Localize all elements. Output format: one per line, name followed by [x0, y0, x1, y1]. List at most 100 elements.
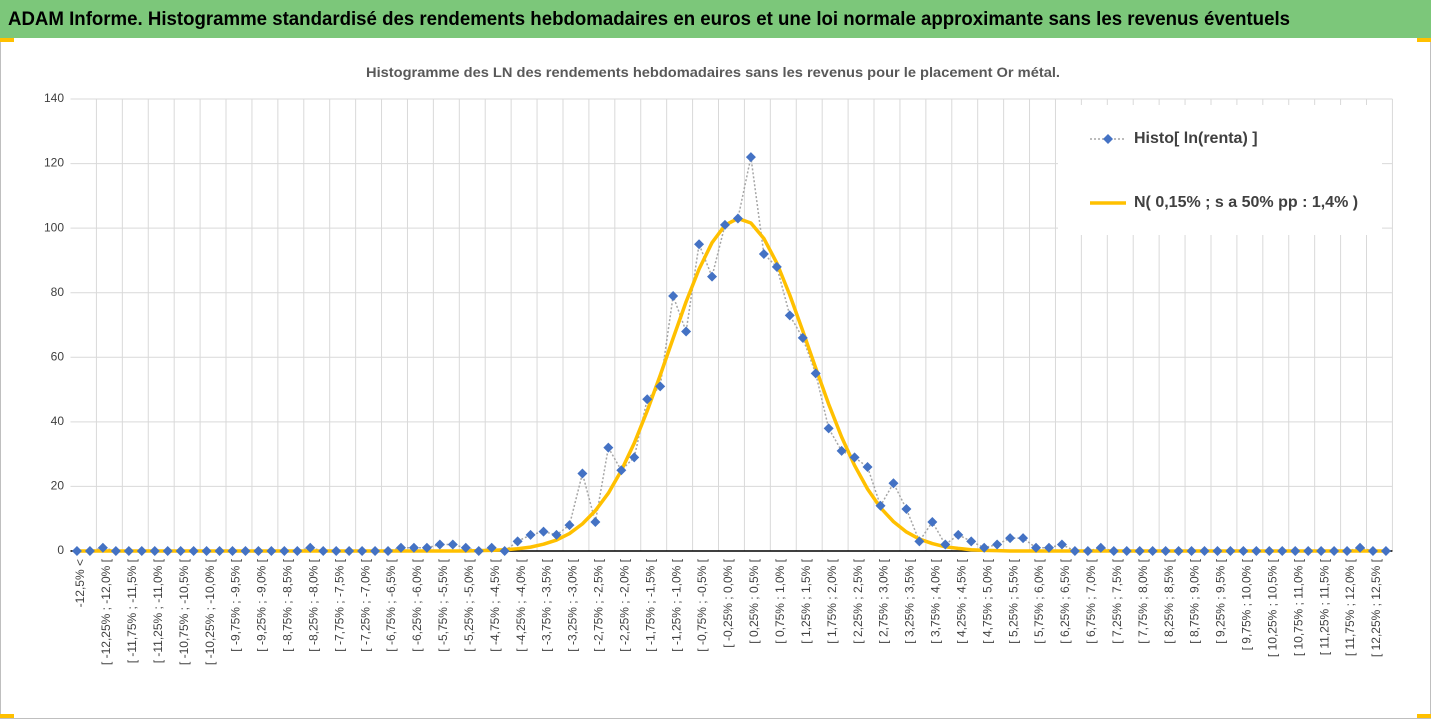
histo-point — [305, 542, 316, 553]
histo-point — [1069, 546, 1080, 556]
x-tick-label: [ -9,75% ; -9,5% [ — [229, 558, 243, 651]
x-tick-label: [ -0,75% ; -0,5% [ — [695, 558, 709, 651]
legend-label: N( 0,15% ; s a 50% pp : 1,4% ) — [1134, 194, 1358, 211]
histo-point — [862, 462, 873, 473]
histo-point — [1329, 546, 1340, 556]
x-tick-label: [ 6,25% ; 6,5% [ — [1058, 558, 1072, 643]
header-bar — [0, 0, 1431, 38]
histo-point — [149, 546, 160, 556]
histo-point — [408, 542, 419, 553]
histo-point — [940, 539, 951, 550]
histo-point — [447, 539, 458, 550]
histo-point — [694, 239, 705, 250]
x-tick-label: [ -7,75% ; -7,5% [ — [332, 558, 346, 651]
x-tick-label: [ -3,75% ; -3,5% [ — [540, 558, 554, 651]
histo-point — [292, 546, 303, 556]
histo-point — [849, 452, 860, 463]
x-tick-label: [ -3,25% ; -3,0% [ — [566, 558, 580, 651]
y-tick-label: 120 — [44, 156, 64, 170]
x-tick-label: [ -9,25% ; -9,0% [ — [255, 558, 269, 651]
histo-point — [110, 546, 121, 556]
legend-marker — [1103, 134, 1113, 144]
histo-point — [370, 546, 381, 556]
x-tick-label: -12,5% < — [73, 559, 87, 607]
histo-point — [123, 546, 134, 556]
y-tick-label: 60 — [51, 349, 65, 363]
x-tick-label: [ 9,25% ; 9,5% [ — [1214, 558, 1228, 643]
x-tick-label: [ -5,75% ; -5,5% [ — [436, 558, 450, 651]
x-tick-label: [ 4,75% ; 5,0% [ — [980, 558, 994, 643]
histo-point — [227, 546, 238, 556]
histo-point — [253, 546, 264, 556]
x-tick-label: [ -10,75% ; -10,5% [ — [177, 558, 191, 665]
histo-point — [823, 423, 834, 434]
histo-point — [1199, 546, 1210, 556]
histo-point — [771, 261, 782, 272]
x-tick-label: [ 12,25% ; 12,5% [ — [1369, 558, 1383, 657]
histo-point — [344, 546, 355, 556]
legend-label: Histo[ ln(renta) ] — [1134, 130, 1258, 147]
x-tick-label: [ -7,25% ; -7,0% [ — [358, 558, 372, 651]
x-tick-label: [ -11,75% ; -11,5% [ — [125, 558, 139, 663]
histo-point — [1031, 542, 1042, 553]
chart-title: Histogramme des LN des rendements hebdom… — [366, 64, 1060, 80]
histo-point — [1238, 546, 1249, 556]
histo-point — [668, 290, 679, 301]
histo-point — [266, 546, 277, 556]
histo-point — [499, 546, 510, 556]
x-tick-label: [ 1,25% ; 1,5% [ — [799, 558, 813, 643]
histo-point — [1134, 546, 1145, 556]
histo-point — [784, 310, 795, 321]
histo-point — [655, 381, 666, 392]
x-tick-label: [ -1,75% ; -1,5% [ — [643, 558, 657, 651]
x-tick-label: [ -10,25% ; -10,0% [ — [203, 558, 217, 665]
histo-point — [888, 478, 899, 489]
histo-point — [1264, 546, 1275, 556]
histo-point — [460, 542, 471, 553]
x-tick-label: [ 2,25% ; 2,5% [ — [851, 558, 865, 643]
x-tick-label: [ 5,25% ; 5,5% [ — [1006, 558, 1020, 643]
histo-point — [979, 542, 990, 553]
x-tick-label: [ -4,25% ; -4,0% [ — [514, 558, 528, 651]
histo-point — [1005, 533, 1016, 544]
histo-point — [84, 546, 95, 556]
histo-point — [1290, 546, 1301, 556]
histo-point — [1251, 546, 1262, 556]
histo-point — [71, 546, 82, 556]
histo-point — [525, 529, 536, 540]
histo-point — [590, 516, 601, 527]
x-tick-label: [ 0,75% ; 1,0% [ — [773, 558, 787, 643]
histo-point — [681, 326, 692, 337]
x-tick-label: [ 10,25% ; 10,5% [ — [1265, 558, 1279, 657]
histo-point — [201, 546, 212, 556]
histo-point — [551, 529, 562, 540]
x-tick-label: [ 8,25% ; 8,5% [ — [1162, 558, 1176, 643]
histo-point — [1186, 546, 1197, 556]
y-tick-label: 40 — [51, 414, 65, 428]
x-tick-label: [ 1,75% ; 2,0% [ — [825, 558, 839, 643]
histo-point — [1277, 546, 1288, 556]
histo-point — [1173, 546, 1184, 556]
histo-point — [875, 500, 886, 511]
histo-point — [538, 526, 549, 537]
histo-point — [732, 213, 743, 224]
histo-point — [1380, 546, 1391, 556]
histo-point — [1225, 546, 1236, 556]
histo-point — [953, 529, 964, 540]
histo-point — [486, 542, 497, 553]
histo-point — [707, 271, 718, 282]
y-tick-label: 20 — [51, 479, 65, 493]
x-tick-label: [ 8,75% ; 9,0% [ — [1188, 558, 1202, 643]
x-tick-label: [ 6,75% ; 7,0% [ — [1084, 558, 1098, 643]
histo-point — [1160, 546, 1171, 556]
histo-point — [136, 546, 147, 556]
histo-point — [758, 248, 769, 259]
histo-point — [175, 546, 186, 556]
histo-point — [927, 516, 938, 527]
x-tick-label: [ 0,25% ; 0,5% [ — [747, 558, 761, 643]
histo-point — [240, 546, 251, 556]
histo-point — [914, 536, 925, 547]
header-title: ADAM Informe. Histogramme standardisé de… — [8, 9, 1290, 30]
x-tick-label: [ -6,25% ; -6,0% [ — [410, 558, 424, 651]
